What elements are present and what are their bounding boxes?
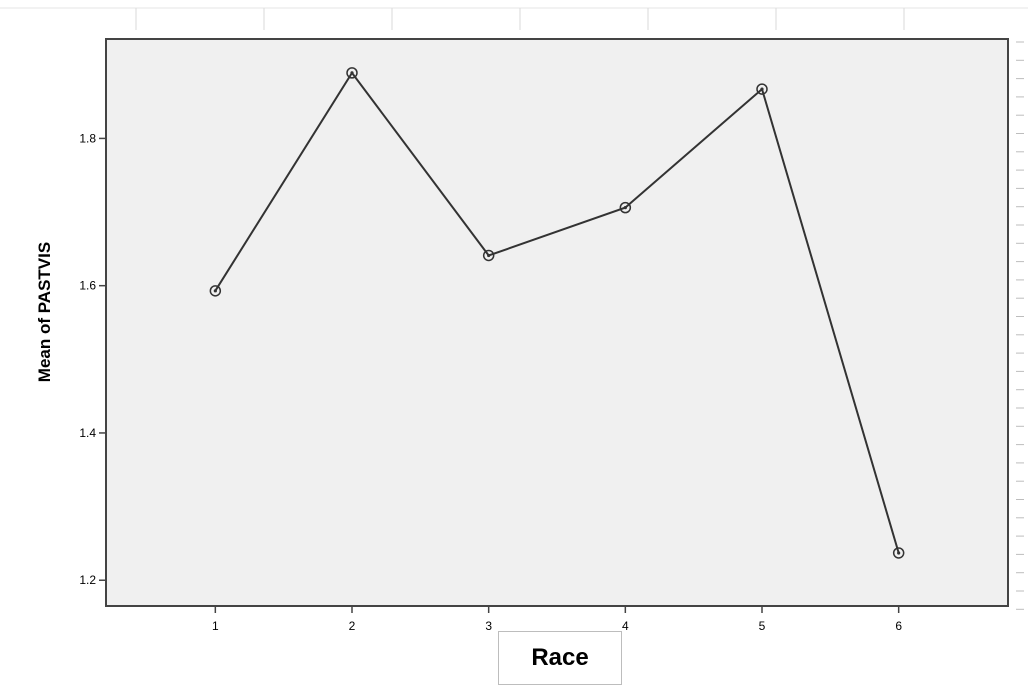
- data-point-inner: [623, 206, 627, 210]
- series-line: [214, 71, 900, 554]
- y-axis-title: Mean of PASTVIS: [35, 242, 54, 382]
- y-tick-label: 1.4: [79, 426, 96, 440]
- data-point: [892, 547, 905, 559]
- x-axis-title-box: Race: [498, 631, 622, 685]
- data-point-inner: [760, 87, 764, 91]
- plot-area: [105, 38, 1009, 607]
- data-point-inner: [487, 253, 491, 258]
- data-point: [482, 249, 495, 262]
- x-tick-label: 6: [895, 619, 902, 633]
- x-tick-label: 3: [485, 619, 492, 633]
- x-tick-label: 4: [622, 619, 629, 633]
- x-axis-title: Race: [531, 644, 589, 671]
- x-tick-label: 1: [212, 619, 219, 633]
- data-point: [346, 67, 358, 79]
- x-axis: 1 2 3 4 5 6: [212, 606, 902, 633]
- data-point: [209, 285, 222, 297]
- x-tick-label: 2: [349, 619, 356, 633]
- data-point-inner: [897, 551, 901, 555]
- y-tick-label: 1.6: [79, 279, 96, 293]
- data-point: [756, 83, 768, 95]
- data-point-inner: [213, 289, 217, 293]
- y-axis: 1.2 1.4 1.6 1.8: [79, 131, 106, 587]
- data-point-inner: [350, 71, 354, 75]
- background-guides: [0, 7, 1028, 30]
- y-tick-label: 1.2: [79, 573, 96, 587]
- series-markers: [209, 67, 905, 559]
- right-ruler: [1016, 41, 1024, 610]
- x-tick-label: 5: [759, 619, 766, 633]
- y-tick-label: 1.8: [79, 131, 96, 145]
- data-point: [619, 201, 632, 214]
